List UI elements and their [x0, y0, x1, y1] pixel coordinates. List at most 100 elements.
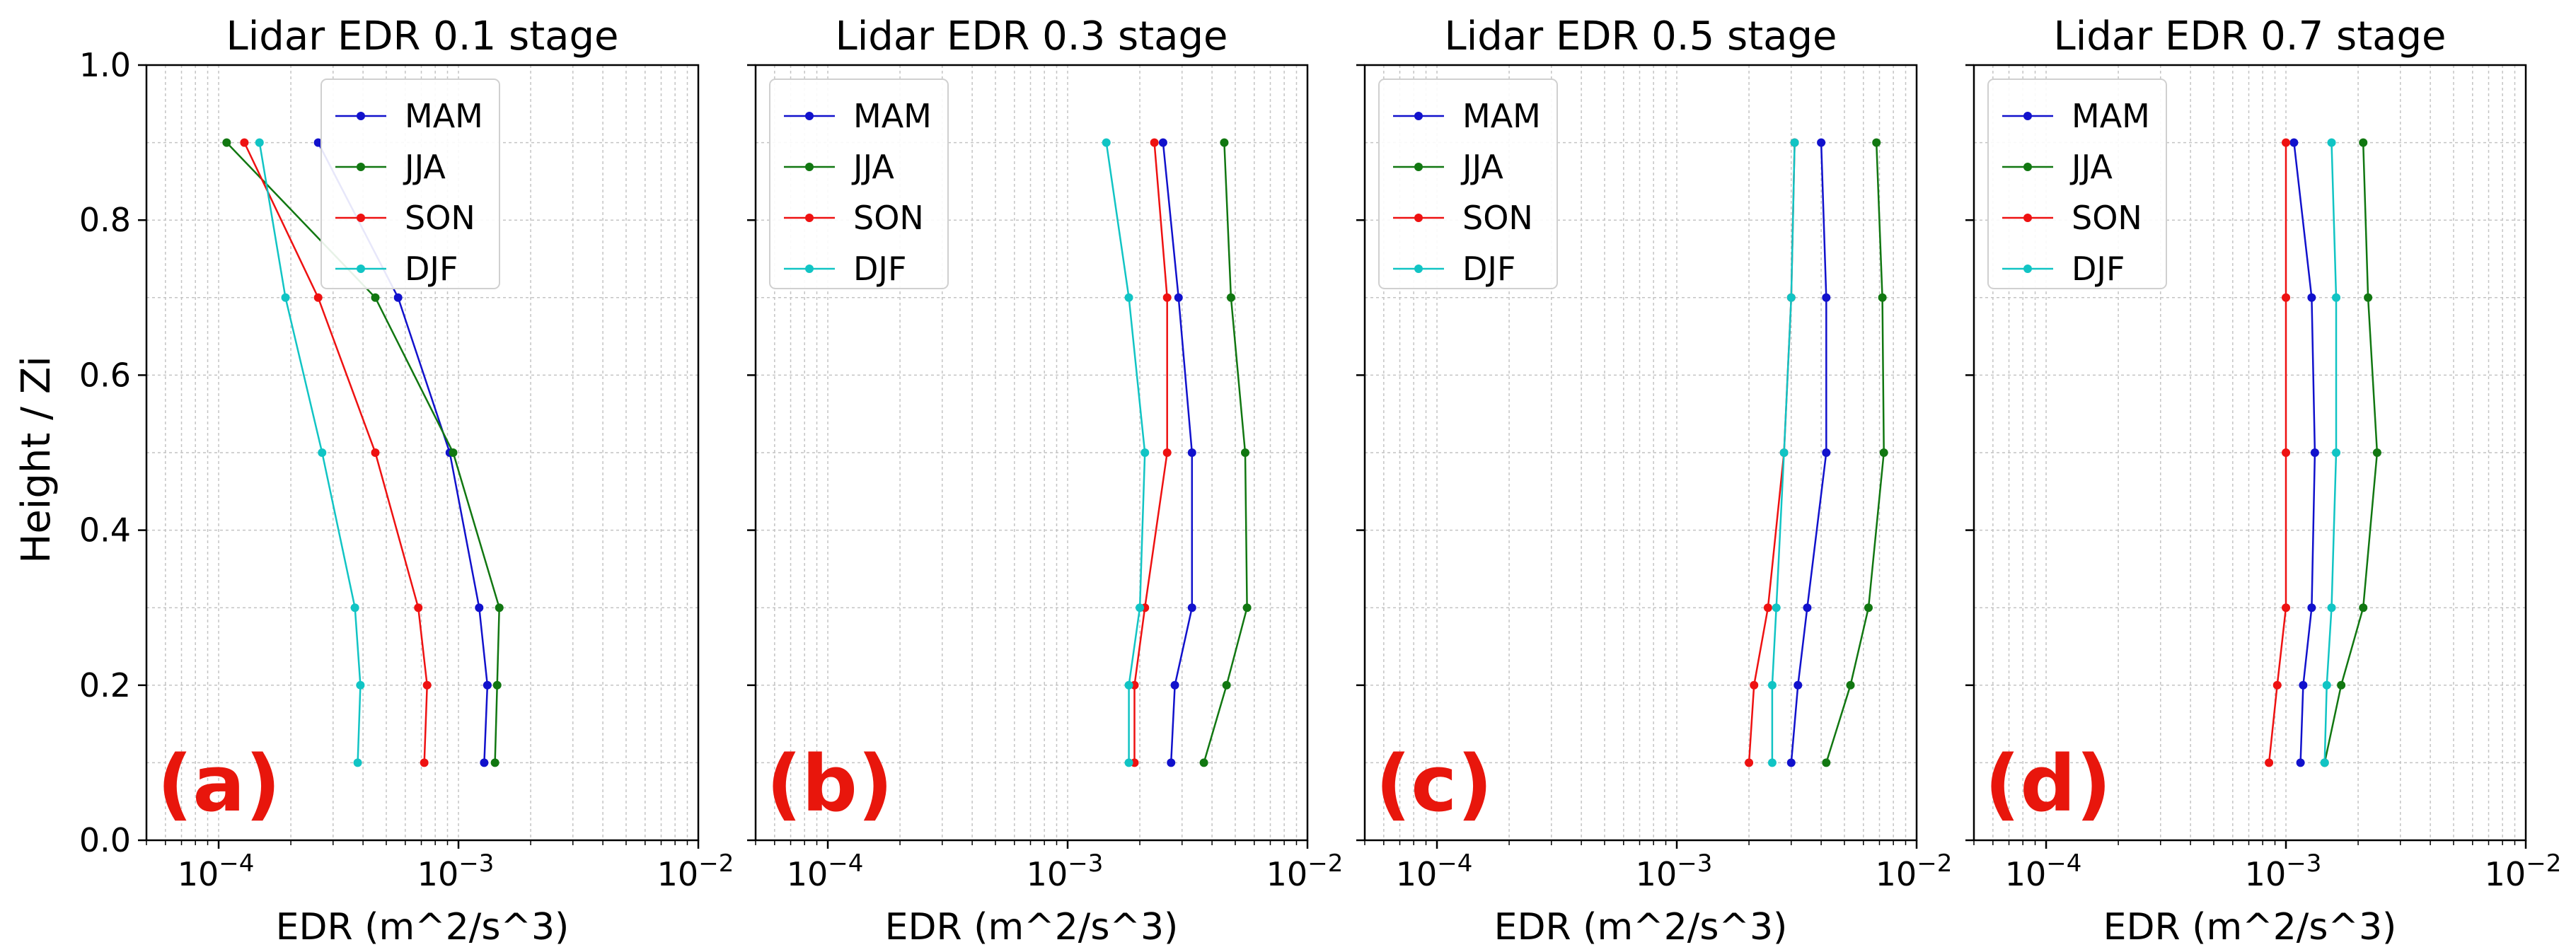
x-tick-label: 10−4 [178, 849, 255, 893]
data-point [1187, 603, 1196, 613]
series-mam [1158, 138, 1196, 767]
legend-item-mam: MAM [784, 97, 932, 135]
data-point [1786, 758, 1796, 767]
x-tick-base: 10 [787, 855, 828, 893]
data-point [2327, 603, 2336, 613]
legend-marker [1414, 112, 1423, 120]
x-tick-label: 10−3 [417, 849, 495, 893]
chart-title: Lidar EDR 0.3 stage [836, 13, 1228, 59]
data-point [318, 448, 327, 457]
data-point [2332, 448, 2341, 457]
data-point [255, 138, 264, 147]
data-point [2299, 680, 2308, 690]
legend-marker [357, 112, 365, 120]
legend-item-son: SON [1393, 199, 1533, 237]
data-point [1226, 293, 1235, 302]
series-line-jja [1825, 142, 1885, 763]
data-point [313, 138, 323, 147]
y-tick-label: 0.0 [79, 821, 131, 859]
data-point [1124, 293, 1133, 302]
x-tick-exponent: −4 [2046, 849, 2081, 878]
legend-label: MAM [853, 97, 932, 135]
series-line-mam [1790, 142, 1827, 763]
legend-label: JJA [403, 148, 446, 186]
legend-item-jja: JJA [2002, 148, 2113, 186]
x-tick-base: 10 [1027, 855, 1068, 893]
data-point [281, 293, 290, 302]
series-djf [255, 138, 365, 767]
legend-marker [357, 265, 365, 273]
data-point [1220, 138, 1229, 147]
data-point [2282, 603, 2291, 613]
data-point [222, 138, 231, 147]
legend-label: JJA [1460, 148, 1503, 186]
x-tick-base: 10 [178, 855, 219, 893]
x-tick-base: 10 [2485, 855, 2526, 893]
data-point [1124, 758, 1133, 767]
panel-label: (a) [157, 738, 281, 829]
data-point [2282, 293, 2291, 302]
legend: MAM JJA SON DJF [1378, 79, 1558, 289]
legend-marker [2023, 214, 2032, 222]
data-point [1150, 138, 1159, 147]
data-point [393, 293, 403, 302]
axes-frame [754, 64, 1309, 842]
x-tick-base: 10 [1876, 855, 1917, 893]
legend-item-djf: DJF [335, 250, 458, 288]
data-point [2322, 680, 2331, 690]
series-line-jja [1203, 142, 1248, 763]
series-line-son [1133, 142, 1168, 763]
data-point [1162, 293, 1172, 302]
series-jja [1199, 138, 1252, 767]
x-tick-base: 10 [1636, 855, 1677, 893]
legend-label: DJF [853, 250, 906, 288]
legend-marker [1414, 214, 1423, 222]
data-point [2289, 138, 2299, 147]
data-point [240, 138, 249, 147]
legend-item-son: SON [2002, 199, 2142, 237]
data-point [1222, 680, 1231, 690]
legend-item-mam: MAM [335, 97, 483, 135]
y-tick-label: 0.4 [79, 511, 131, 550]
data-point [313, 293, 323, 302]
data-point [2359, 603, 2368, 613]
series-line-mam [1162, 142, 1194, 763]
data-point [2282, 138, 2291, 147]
data-point [356, 680, 365, 690]
x-tick-exponent: −3 [2286, 849, 2321, 878]
data-point [1790, 138, 1799, 147]
data-point [2320, 758, 2329, 767]
x-axis-label: EDR (m^2/s^3) [276, 906, 570, 948]
data-point [1174, 293, 1183, 302]
series-mam [1786, 138, 1831, 767]
series-line-djf [1105, 142, 1146, 763]
data-point [1879, 448, 1888, 457]
chart-title: Lidar EDR 0.7 stage [2054, 13, 2447, 59]
legend-item-djf: DJF [2002, 250, 2125, 288]
data-point [414, 603, 423, 613]
x-axis-label: EDR (m^2/s^3) [885, 906, 1179, 948]
data-point [480, 758, 489, 767]
series-line-mam [2293, 142, 2316, 763]
legend-marker [357, 214, 365, 222]
series-line-djf [2323, 142, 2338, 763]
data-point [2359, 138, 2368, 147]
x-tick-exponent: −2 [1917, 849, 1952, 878]
data-point [2310, 448, 2319, 457]
y-tick-label: 1.0 [79, 46, 131, 84]
data-point [1822, 448, 1831, 457]
data-point [1170, 680, 1179, 690]
data-point [1240, 448, 1249, 457]
data-point [1822, 758, 1831, 767]
data-point [495, 603, 504, 613]
data-point [1136, 603, 1145, 613]
data-point [2332, 293, 2341, 302]
legend-label: SON [853, 199, 924, 237]
data-point [1794, 680, 1803, 690]
axes-frame [1363, 64, 1918, 842]
data-point [1822, 293, 1831, 302]
